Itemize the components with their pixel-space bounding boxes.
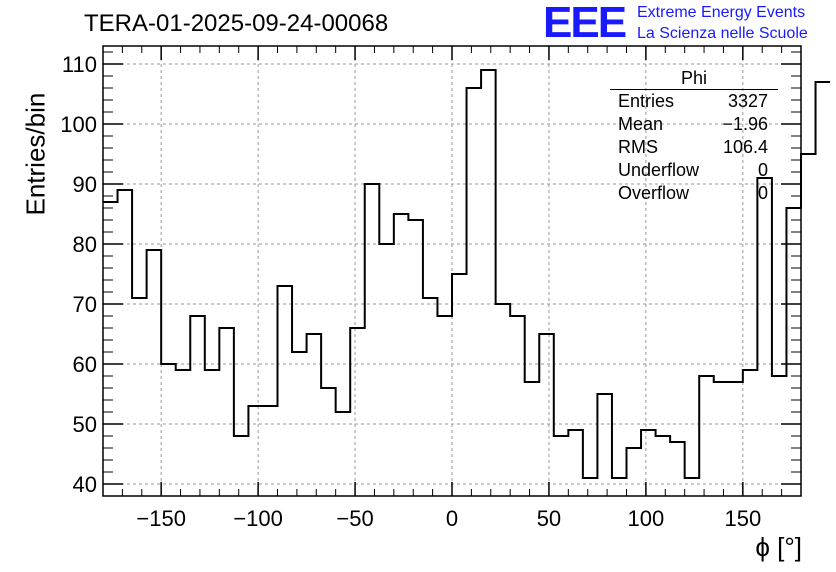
y-tick-label: 60 [73, 352, 97, 377]
histogram-series [103, 69, 831, 479]
y-axis-label: Entries/bin [20, 92, 51, 216]
stats-label: Mean [618, 114, 664, 134]
logo-line-1: Extreme Energy Events [637, 4, 806, 21]
x-tick-label: 50 [537, 506, 561, 531]
y-tick-label: 80 [73, 232, 97, 257]
x-tick-label: 150 [724, 506, 761, 531]
x-tick-label: −50 [336, 506, 373, 531]
stats-row: RMS 106.4 [610, 136, 778, 159]
stats-value: 0 [757, 183, 768, 203]
tick-labels: −150 −100 −50 0 50 100 150 40 50 60 70 80 90 100 110 [60, 52, 761, 531]
stats-row: Overflow 0 [610, 182, 778, 205]
stats-value: 3327 [727, 91, 768, 111]
y-tick-label: 40 [73, 472, 97, 497]
axis-ticks [102, 46, 802, 497]
stats-row: Underflow 0 [610, 159, 778, 182]
y-tick-label: 100 [60, 112, 97, 137]
x-axis-label: ϕ [°] [755, 532, 802, 562]
y-tick-label: 50 [73, 412, 97, 437]
chart-title: TERA-01-2025-09-24-00068 [84, 10, 389, 37]
stats-value: 0 [757, 160, 768, 180]
eee-logo: EEE [543, 0, 627, 47]
x-tick-label: −150 [136, 506, 186, 531]
y-tick-label: 70 [73, 292, 97, 317]
y-axis-label-box: Entries/bin [6, 93, 51, 216]
y-tick-label: 90 [73, 172, 97, 197]
stats-label: RMS [618, 137, 658, 157]
y-tick-label: 110 [62, 52, 97, 77]
stats-row: Entries 3327 [610, 90, 778, 113]
logo-line-2: La Scienza nelle Scuole [637, 25, 808, 42]
stats-value: 106.4 [722, 137, 768, 157]
stats-title: Phi [610, 68, 778, 90]
x-tick-label: 0 [446, 506, 458, 531]
stats-value: −1.96 [722, 114, 768, 134]
x-tick-label: −100 [233, 506, 283, 531]
stats-box: Phi Entries 3327 Mean −1.96 RMS 106.4 Under… [610, 68, 778, 205]
stats-label: Overflow [618, 183, 690, 203]
stats-label: Entries [618, 91, 675, 111]
stats-row: Mean −1.96 [610, 113, 778, 136]
stats-label: Underflow [618, 160, 700, 180]
x-tick-label: 100 [628, 506, 665, 531]
